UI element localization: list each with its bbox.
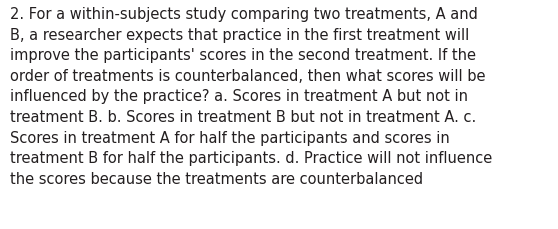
Text: 2. For a within-subjects study comparing two treatments, A and
B, a researcher e: 2. For a within-subjects study comparing… [10,7,492,186]
